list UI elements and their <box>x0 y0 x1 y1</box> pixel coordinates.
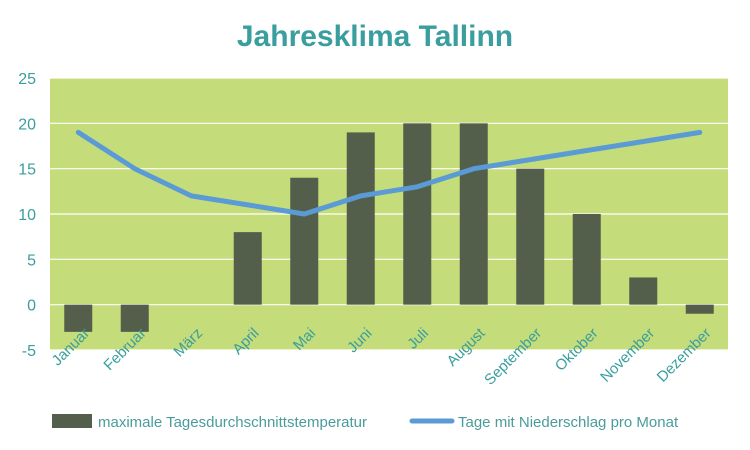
y-tick-label: 0 <box>27 298 36 315</box>
precipitation-line <box>75 129 703 217</box>
grid-lines <box>50 77 728 351</box>
temperature-bars <box>64 123 714 332</box>
legend-label-precipitation: Tage mit Niederschlag pro Monat <box>458 414 679 431</box>
chart-title: Jahresklima Tallinn <box>237 20 513 53</box>
bar-Mai <box>290 177 319 305</box>
y-tick-label: 15 <box>18 162 36 179</box>
y-tick-label: 5 <box>27 252 36 269</box>
y-tick-label: 10 <box>18 207 36 224</box>
bar-April <box>233 232 262 305</box>
bar-Juli <box>403 123 432 305</box>
precipitation-line-group <box>75 129 703 217</box>
legend: maximale Tagesdurchschnittstemperatur Ta… <box>52 414 679 431</box>
legend-label-temperature: maximale Tagesdurchschnittstemperatur <box>98 414 367 431</box>
y-tick-label: 25 <box>18 71 36 88</box>
bar-September <box>516 168 545 305</box>
bar-Juni <box>346 132 375 305</box>
y-axis-ticks: 25 20 15 10 5 0 -5 <box>18 71 36 360</box>
bar-November <box>629 277 658 305</box>
bar-August <box>459 123 488 305</box>
bar-Dezember <box>685 304 714 314</box>
bar-Februar <box>120 304 149 332</box>
bar-Januar <box>64 304 93 332</box>
y-tick-label: 20 <box>18 116 36 133</box>
legend-swatch-temperature <box>52 414 92 428</box>
y-tick-label: -5 <box>22 343 36 360</box>
bar-Oktober <box>572 214 601 305</box>
